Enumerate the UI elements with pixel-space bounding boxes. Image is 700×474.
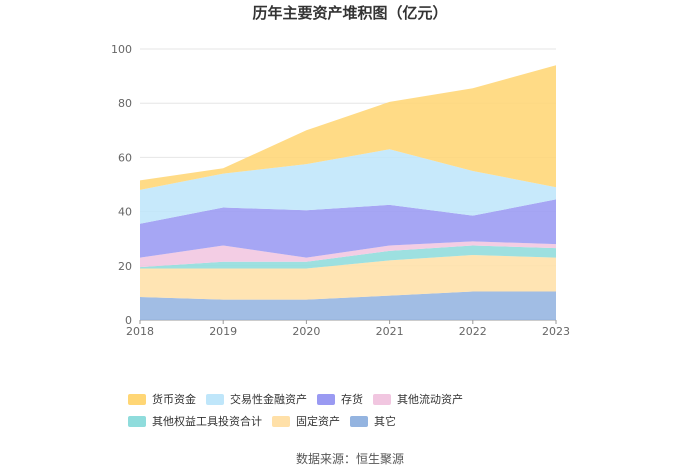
legend-item[interactable]: 其它 <box>350 410 396 432</box>
legend-item[interactable]: 交易性金融资产 <box>206 388 307 410</box>
x-tick-label: 2023 <box>542 325 570 338</box>
legend-label: 其他流动资产 <box>397 393 463 406</box>
y-tick-label: 100 <box>111 43 132 56</box>
legend-label: 货币资金 <box>152 393 196 406</box>
y-tick-label: 80 <box>118 97 132 110</box>
area-series-2 <box>140 245 556 269</box>
chart-legend: 货币资金 交易性金融资产 存货 其他流动资产其他权益工具投资合计 固定资产 其它 <box>128 388 608 432</box>
y-tick-label: 40 <box>118 206 132 219</box>
area-series-4 <box>140 199 556 258</box>
area-series-5 <box>140 149 556 224</box>
x-tick-label: 2019 <box>209 325 237 338</box>
legend-label: 其他权益工具投资合计 <box>152 415 262 428</box>
x-tick-label: 2018 <box>126 325 154 338</box>
legend-swatch <box>317 393 335 405</box>
y-tick-label: 0 <box>125 314 132 327</box>
legend-label: 交易性金融资产 <box>230 393 307 406</box>
area-series-0 <box>140 291 556 320</box>
legend-swatch <box>128 415 146 427</box>
data-source-note: 数据来源：恒生聚源 <box>295 452 404 466</box>
area-series-6 <box>140 65 556 190</box>
legend-swatch <box>350 415 368 427</box>
legend-swatch <box>272 415 290 427</box>
area-series-3 <box>140 241 556 268</box>
x-tick-label: 2022 <box>459 325 487 338</box>
legend-item[interactable]: 存货 <box>317 388 363 410</box>
legend-label: 其它 <box>374 415 396 428</box>
legend-swatch <box>206 393 224 405</box>
legend-label: 固定资产 <box>296 415 340 428</box>
legend-swatch <box>128 393 146 405</box>
legend-label: 存货 <box>341 393 363 406</box>
x-tick-label: 2021 <box>376 325 404 338</box>
legend-item[interactable]: 其他权益工具投资合计 <box>128 410 262 432</box>
legend-item[interactable]: 固定资产 <box>272 410 340 432</box>
x-tick-label: 2020 <box>292 325 320 338</box>
chart-title: 历年主要资产堆积图（亿元） <box>252 4 448 22</box>
area-series-1 <box>140 254 556 300</box>
legend-item[interactable]: 货币资金 <box>128 388 196 410</box>
y-tick-label: 20 <box>118 260 132 273</box>
y-tick-label: 60 <box>118 151 132 164</box>
legend-swatch <box>373 393 391 405</box>
legend-item[interactable]: 其他流动资产 <box>373 388 463 410</box>
